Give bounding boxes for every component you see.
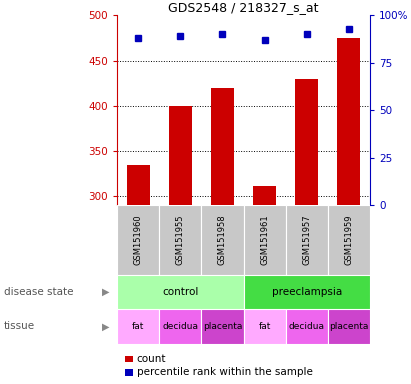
Text: disease state: disease state — [4, 287, 74, 297]
Text: fat: fat — [259, 322, 271, 331]
Bar — [127, 165, 150, 205]
Bar — [328, 309, 370, 344]
Text: GSM151958: GSM151958 — [218, 215, 227, 265]
Text: ▶: ▶ — [102, 321, 110, 331]
Text: count: count — [137, 354, 166, 364]
Text: preeclampsia: preeclampsia — [272, 287, 342, 297]
Text: GSM151960: GSM151960 — [134, 215, 143, 265]
Bar — [169, 106, 192, 205]
Bar — [243, 205, 286, 275]
Bar — [211, 88, 234, 205]
Bar — [117, 275, 243, 309]
Bar — [295, 79, 318, 205]
Text: fat: fat — [132, 322, 144, 331]
Bar — [159, 309, 201, 344]
Text: decidua: decidua — [289, 322, 325, 331]
Text: placenta: placenta — [329, 322, 369, 331]
Bar — [253, 185, 276, 205]
Bar — [117, 309, 159, 344]
Bar — [159, 205, 201, 275]
Text: GSM151955: GSM151955 — [176, 215, 185, 265]
Bar — [201, 309, 243, 344]
Bar — [337, 38, 360, 205]
Text: GSM151959: GSM151959 — [344, 215, 353, 265]
Bar — [117, 205, 159, 275]
Text: ▶: ▶ — [102, 287, 110, 297]
Bar — [201, 205, 243, 275]
Bar — [286, 309, 328, 344]
Text: placenta: placenta — [203, 322, 242, 331]
Text: GSM151961: GSM151961 — [260, 215, 269, 265]
Text: control: control — [162, 287, 199, 297]
Title: GDS2548 / 218327_s_at: GDS2548 / 218327_s_at — [168, 1, 319, 14]
Bar — [328, 205, 370, 275]
Bar — [243, 275, 370, 309]
Text: tissue: tissue — [4, 321, 35, 331]
Bar — [286, 205, 328, 275]
Text: GSM151957: GSM151957 — [302, 215, 311, 265]
Text: decidua: decidua — [162, 322, 199, 331]
Bar — [243, 309, 286, 344]
Text: percentile rank within the sample: percentile rank within the sample — [137, 367, 313, 377]
